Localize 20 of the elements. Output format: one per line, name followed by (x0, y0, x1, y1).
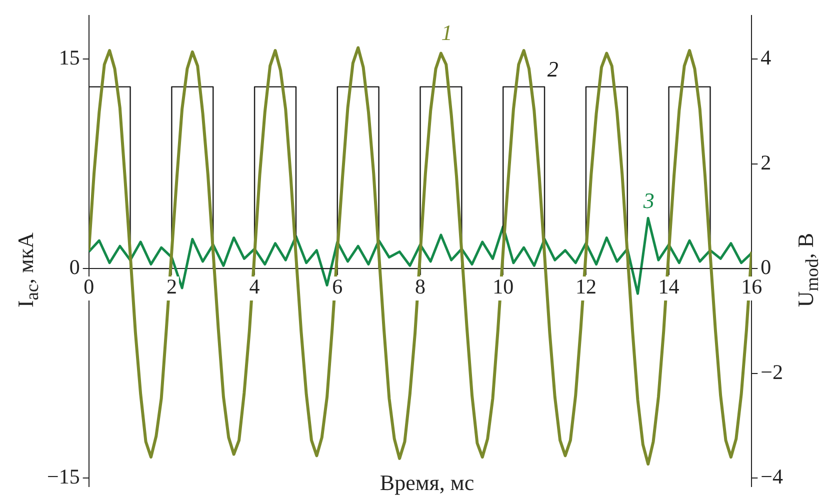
y-tick-label: 15 (58, 45, 80, 70)
y2-tick-label: 4 (760, 46, 772, 70)
x-tick-label: 14 (658, 274, 680, 298)
y2-tick-label: −2 (760, 360, 783, 384)
series-label: 3 (642, 188, 654, 213)
x-tick-label: 4 (249, 274, 260, 298)
x-tick-label: 8 (415, 274, 426, 298)
y2-tick-label: 2 (760, 150, 772, 174)
series-label: 2 (547, 56, 558, 82)
x-axis-title: Время, мс (380, 470, 474, 496)
x-tick-label: 10 (492, 274, 514, 298)
y-tick-label: 0 (69, 254, 80, 279)
x-tick-label: 6 (332, 274, 343, 298)
x-tick-label: 16 (741, 274, 762, 298)
x-tick-label: 2 (166, 274, 177, 298)
y2-tick-label: −4 (760, 464, 784, 489)
y2-tick-label: 0 (760, 255, 772, 280)
x-tick-label: 12 (575, 274, 596, 298)
y-tick-label: −15 (47, 464, 80, 489)
series-label: 1 (441, 20, 452, 46)
